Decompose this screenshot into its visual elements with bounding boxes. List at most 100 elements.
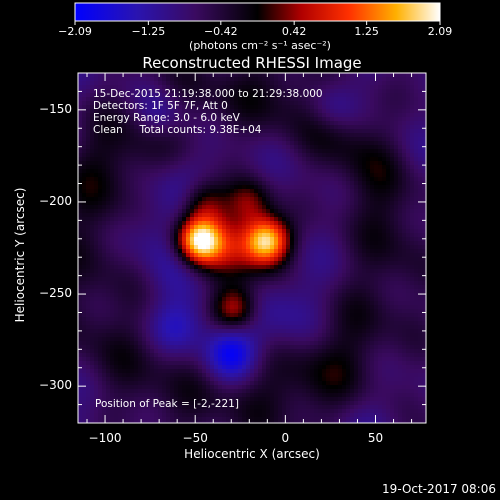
heatmap-cell xyxy=(166,177,171,182)
heatmap-cell xyxy=(78,109,83,114)
heatmap-cell xyxy=(122,197,127,202)
heatmap-cell xyxy=(342,253,347,258)
heatmap-cell xyxy=(78,101,83,106)
heatmap-cell xyxy=(294,289,299,294)
heatmap-cell xyxy=(218,89,223,94)
heatmap-cell xyxy=(202,269,207,274)
heatmap-cell xyxy=(418,97,423,102)
heatmap-cell xyxy=(326,285,331,290)
heatmap-cell xyxy=(322,229,327,234)
heatmap-cell xyxy=(90,89,95,94)
heatmap-cell xyxy=(138,301,143,306)
heatmap-cell xyxy=(210,161,215,166)
heatmap-cell xyxy=(338,177,343,182)
heatmap-cell xyxy=(178,301,183,306)
heatmap-cell xyxy=(134,273,139,278)
heatmap-cell xyxy=(406,225,411,230)
heatmap-cell xyxy=(154,81,159,86)
heatmap-cell xyxy=(158,133,163,138)
heatmap-cell xyxy=(210,229,215,234)
heatmap-cell xyxy=(134,77,139,82)
heatmap-cell xyxy=(402,109,407,114)
heatmap-cell xyxy=(90,121,95,126)
heatmap-cell xyxy=(230,137,235,142)
heatmap-cell xyxy=(170,177,175,182)
heatmap-cell xyxy=(166,277,171,282)
heatmap-cell xyxy=(374,269,379,274)
heatmap-cell xyxy=(106,213,111,218)
heatmap-cell xyxy=(86,237,91,242)
heatmap-cell xyxy=(378,125,383,130)
heatmap-cell xyxy=(110,113,115,118)
heatmap-cell xyxy=(218,285,223,290)
heatmap-cell xyxy=(78,81,83,86)
heatmap-cell xyxy=(206,133,211,138)
heatmap-cell xyxy=(214,85,219,90)
heatmap-cell xyxy=(110,205,115,210)
heatmap-cell xyxy=(238,113,243,118)
heatmap-cell xyxy=(402,181,407,186)
heatmap-cell xyxy=(114,197,119,202)
heatmap-cell xyxy=(390,149,395,154)
heatmap-cell xyxy=(362,105,367,110)
heatmap-cell xyxy=(250,285,255,290)
heatmap-cell xyxy=(150,297,155,302)
heatmap-cell xyxy=(110,249,115,254)
heatmap-cell xyxy=(258,265,263,270)
heatmap-cell xyxy=(78,169,83,174)
heatmap-cell xyxy=(330,189,335,194)
heatmap-cell xyxy=(82,201,87,206)
heatmap-cell xyxy=(274,253,279,258)
heatmap-cell xyxy=(250,221,255,226)
heatmap-cell xyxy=(102,217,107,222)
heatmap-cell xyxy=(170,73,175,78)
heatmap-cell xyxy=(334,153,339,158)
heatmap-cell xyxy=(114,161,119,166)
heatmap-cell xyxy=(174,161,179,166)
heatmap-cell xyxy=(334,205,339,210)
heatmap-cell xyxy=(410,73,415,78)
heatmap-cell xyxy=(242,213,247,218)
heatmap-cell xyxy=(130,181,135,186)
heatmap-cell xyxy=(406,221,411,226)
heatmap-cell xyxy=(350,157,355,162)
heatmap-cell xyxy=(322,129,327,134)
heatmap-cell xyxy=(306,213,311,218)
heatmap-cell xyxy=(230,297,235,302)
heatmap-cell xyxy=(202,109,207,114)
heatmap-cell xyxy=(222,133,227,138)
heatmap-cell xyxy=(186,157,191,162)
heatmap-cell xyxy=(206,89,211,94)
heatmap-cell xyxy=(214,261,219,266)
heatmap-cell xyxy=(322,185,327,190)
heatmap-cell xyxy=(298,265,303,270)
heatmap-cell xyxy=(238,249,243,254)
heatmap-cell xyxy=(134,169,139,174)
heatmap-cell xyxy=(310,229,315,234)
heatmap-cell xyxy=(362,89,367,94)
heatmap-cell xyxy=(194,285,199,290)
heatmap-cell xyxy=(142,261,147,266)
heatmap-cell xyxy=(362,133,367,138)
heatmap-cell xyxy=(170,265,175,270)
heatmap-cell xyxy=(334,121,339,126)
heatmap-cell xyxy=(310,209,315,214)
heatmap-cell xyxy=(402,193,407,198)
heatmap-cell xyxy=(370,221,375,226)
heatmap-cell xyxy=(186,289,191,294)
heatmap-cell xyxy=(134,141,139,146)
heatmap-cell xyxy=(174,165,179,170)
heatmap-cell xyxy=(318,237,323,242)
heatmap-cell xyxy=(406,137,411,142)
heatmap-cell xyxy=(342,133,347,138)
heatmap-cell xyxy=(102,177,107,182)
heatmap-cell xyxy=(386,157,391,162)
heatmap-cell xyxy=(114,301,119,306)
heatmap-cell xyxy=(406,77,411,82)
heatmap-cell xyxy=(306,193,311,198)
heatmap-cell xyxy=(406,97,411,102)
heatmap-cell xyxy=(270,285,275,290)
heatmap-cell xyxy=(98,273,103,278)
heatmap-cell xyxy=(122,225,127,230)
heatmap-cell xyxy=(122,85,127,90)
